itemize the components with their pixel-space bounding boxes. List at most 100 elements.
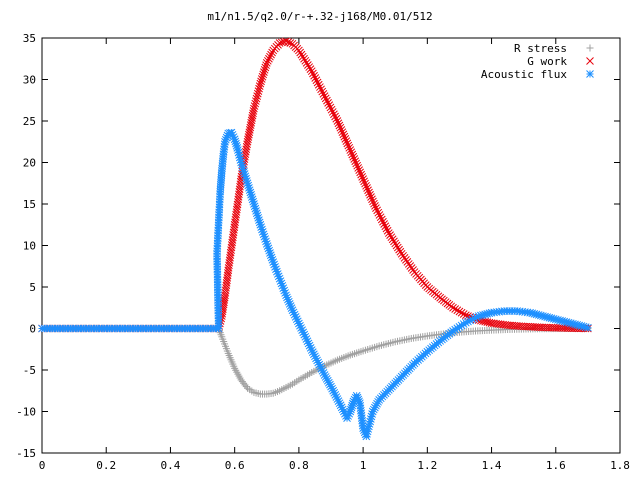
data-point-g-work: [325, 101, 334, 110]
data-point-g-work: [377, 215, 386, 224]
data-point-g-work: [253, 89, 262, 98]
data-point-g-work: [251, 99, 260, 108]
data-point-g-work: [376, 213, 385, 222]
data-point-g-work: [256, 79, 265, 88]
legend-label-acoustic-flux: Acoustic flux: [481, 68, 567, 81]
data-point-g-work: [327, 105, 336, 114]
data-point-g-work: [337, 126, 346, 134]
y-tick-labels: -15 -10 -5 0 5 10 15 20 25 30 35: [16, 32, 36, 460]
y-tick-label: 0: [29, 323, 36, 336]
series-r-stress: [38, 325, 592, 398]
data-point-g-work: [368, 195, 376, 204]
data-point-g-work: [357, 170, 365, 179]
series-acoustic-flux: [38, 128, 592, 441]
data-point-g-work: [295, 46, 303, 55]
data-point-g-work: [396, 247, 405, 256]
x-tick-label: 1.2: [417, 459, 437, 472]
data-point-g-work: [245, 128, 254, 137]
data-point-g-work: [379, 217, 387, 226]
data-point-g-work: [367, 193, 375, 201]
y-tick-label: -5: [23, 364, 36, 377]
data-point-g-work: [260, 68, 268, 76]
data-point-g-work: [263, 56, 272, 65]
data-point-g-work: [305, 63, 314, 71]
data-point-g-work: [300, 54, 308, 63]
data-point-g-work: [371, 202, 379, 210]
data-point-g-work: [249, 109, 257, 118]
data-point-g-work: [449, 303, 457, 312]
data-point-g-work: [312, 76, 321, 85]
data-point-g-work: [364, 186, 372, 195]
y-tick-label: -15: [16, 447, 36, 460]
data-point-g-work: [363, 184, 371, 192]
data-point-g-work: [254, 87, 263, 95]
data-point-g-work: [354, 164, 363, 172]
legend-label-r-stress: R stress: [514, 42, 567, 55]
data-point-g-work: [332, 114, 341, 123]
legend-marker-g-work: [586, 57, 594, 65]
data-point-g-work: [328, 108, 337, 116]
data-point-g-work: [245, 130, 253, 139]
data-point-g-work: [384, 229, 393, 237]
data-point-g-work: [391, 239, 400, 248]
data-point-acoustic-flux: [584, 323, 592, 332]
data-point-g-work: [255, 82, 264, 90]
data-point-g-work: [374, 208, 383, 217]
data-point-g-work: [375, 211, 384, 219]
data-point-g-work: [388, 235, 397, 244]
data-point-g-work: [455, 307, 464, 316]
data-point-g-work: [259, 70, 268, 79]
data-point-g-work: [365, 188, 373, 197]
data-point-g-work: [451, 305, 460, 313]
chart-title: m1/n1.5/q2.0/r-+.32-j168/M0.01/512: [207, 10, 432, 23]
x-tick-label: 1.8: [610, 459, 630, 472]
data-point-g-work: [339, 130, 348, 139]
data-point-g-work: [343, 139, 352, 148]
y-tick-label: 30: [23, 74, 36, 87]
data-point-g-work: [248, 114, 256, 122]
data-point-g-work: [258, 72, 267, 81]
data-point-g-work: [350, 155, 359, 163]
data-point-g-work: [372, 204, 380, 213]
data-point-g-work: [345, 143, 354, 152]
data-point-g-work: [262, 61, 270, 70]
data-point-g-work: [282, 37, 290, 46]
data-point-g-work: [323, 96, 331, 105]
data-point-g-work: [311, 74, 320, 82]
data-point-g-work: [304, 61, 312, 69]
x-tick-label: 0.2: [96, 459, 116, 472]
data-point-g-work: [265, 54, 273, 63]
data-point-g-work: [250, 104, 258, 113]
data-point-g-work: [457, 308, 466, 317]
data-point-g-work: [268, 48, 276, 57]
data-point-g-work: [255, 84, 263, 93]
series-layer: [38, 37, 592, 441]
data-point-g-work: [252, 94, 261, 103]
data-point-g-work: [338, 128, 347, 137]
legend-marker-r-stress: [586, 44, 594, 52]
data-point-acoustic-flux: [297, 324, 305, 332]
x-tick-label: 0.8: [289, 459, 309, 472]
data-point-g-work: [340, 132, 349, 141]
data-point-g-work: [462, 311, 470, 320]
data-point-g-work: [310, 71, 318, 80]
data-point-g-work: [321, 94, 330, 103]
data-point-g-work: [392, 241, 401, 250]
data-point-g-work: [252, 97, 260, 105]
data-point-g-work: [382, 224, 391, 233]
y-tick-label: -10: [16, 406, 36, 419]
data-point-g-work: [387, 233, 396, 242]
data-point-g-work: [309, 69, 317, 78]
series-g-work: [38, 37, 592, 333]
data-point-g-work: [346, 146, 355, 154]
data-point-g-work: [266, 52, 274, 61]
data-point-g-work: [319, 89, 328, 98]
legend-label-g-work: G work: [527, 55, 567, 68]
data-point-g-work: [347, 148, 356, 157]
data-point-g-work: [301, 56, 310, 65]
data-point-g-work: [349, 152, 358, 161]
x-tick-label: 0.6: [225, 459, 245, 472]
data-point-g-work: [352, 159, 361, 168]
data-point-g-work: [324, 99, 332, 107]
